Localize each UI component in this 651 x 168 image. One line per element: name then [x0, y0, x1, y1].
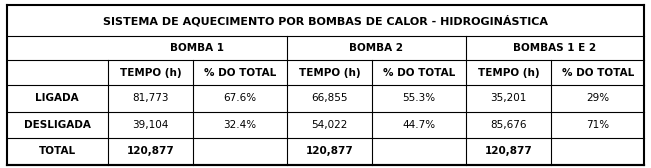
Text: 85,676: 85,676: [490, 120, 527, 130]
Text: 120,877: 120,877: [484, 146, 533, 156]
Text: TEMPO (h): TEMPO (h): [120, 68, 181, 78]
Text: % DO TOTAL: % DO TOTAL: [383, 68, 455, 78]
Text: BOMBA 2: BOMBA 2: [349, 43, 403, 53]
Text: 39,104: 39,104: [132, 120, 169, 130]
Text: 55.3%: 55.3%: [402, 93, 436, 103]
Text: 81,773: 81,773: [132, 93, 169, 103]
Text: BOMBA 1: BOMBA 1: [170, 43, 224, 53]
Text: 67.6%: 67.6%: [223, 93, 256, 103]
Text: DESLIGADA: DESLIGADA: [23, 120, 90, 130]
Text: % DO TOTAL: % DO TOTAL: [562, 68, 634, 78]
Text: 120,877: 120,877: [126, 146, 174, 156]
Text: % DO TOTAL: % DO TOTAL: [204, 68, 276, 78]
Text: TEMPO (h): TEMPO (h): [478, 68, 539, 78]
Text: TOTAL: TOTAL: [38, 146, 76, 156]
Text: 35,201: 35,201: [490, 93, 527, 103]
Text: 54,022: 54,022: [311, 120, 348, 130]
Text: 71%: 71%: [587, 120, 609, 130]
Text: 66,855: 66,855: [311, 93, 348, 103]
Text: 120,877: 120,877: [305, 146, 353, 156]
Text: 29%: 29%: [587, 93, 609, 103]
Text: 32.4%: 32.4%: [223, 120, 256, 130]
Text: LIGADA: LIGADA: [35, 93, 79, 103]
Text: SISTEMA DE AQUECIMENTO POR BOMBAS DE CALOR - HIDROGINÁSTICA: SISTEMA DE AQUECIMENTO POR BOMBAS DE CAL…: [103, 14, 548, 26]
Text: BOMBAS 1 E 2: BOMBAS 1 E 2: [514, 43, 596, 53]
Text: TEMPO (h): TEMPO (h): [299, 68, 360, 78]
Text: 44.7%: 44.7%: [402, 120, 436, 130]
